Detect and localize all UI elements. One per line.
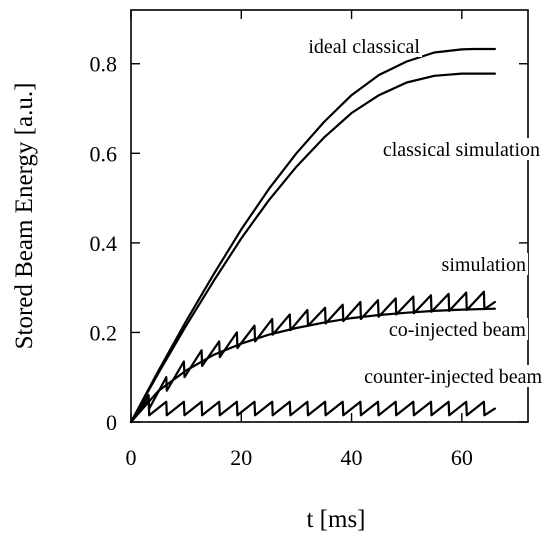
series-annotation: classical simulation [383,139,540,161]
annotation-backdrop [289,35,422,57]
series-annotation: counter-injected beam [364,366,542,388]
x-axis-title: t [ms] [306,506,365,533]
y-tick-label: 0 [106,410,117,435]
y-axis-title: Stored Beam Energy [a.u.] [11,83,38,350]
annotation-backdrop [366,138,542,160]
series-line-counter-injected-beam [129,398,496,424]
series-line-simulation [129,290,496,424]
x-tick-label: 60 [451,445,473,470]
series-line-co-injected-beam [129,307,496,424]
series-annotation: ideal classical [308,36,420,58]
series-line-ideal-classical [129,47,496,424]
y-tick-label: 0.6 [90,141,118,166]
annotation-backdrop [438,253,528,275]
x-tick-label: 20 [230,445,252,470]
series-layer [129,47,496,424]
y-tick-label: 0.8 [90,52,118,77]
labels-layer: ideal classical classical simulation simul… [289,35,544,388]
y-tick-label: 0.2 [90,320,118,345]
x-tick-label: 0 [126,445,137,470]
series-annotation: co-injected beam [389,319,527,341]
series-line-classical-simulation [129,72,496,424]
plot-frame [130,9,529,423]
annotation-backdrop [386,318,528,340]
axis-ticks: 0 20 40 60 0 0.2 0.4 0.6 0.8 [90,10,528,470]
x-tick-label: 40 [341,445,363,470]
y-tick-label: 0.4 [90,231,118,256]
series-annotation: simulation [442,254,526,276]
annotation-backdrop [359,365,544,387]
